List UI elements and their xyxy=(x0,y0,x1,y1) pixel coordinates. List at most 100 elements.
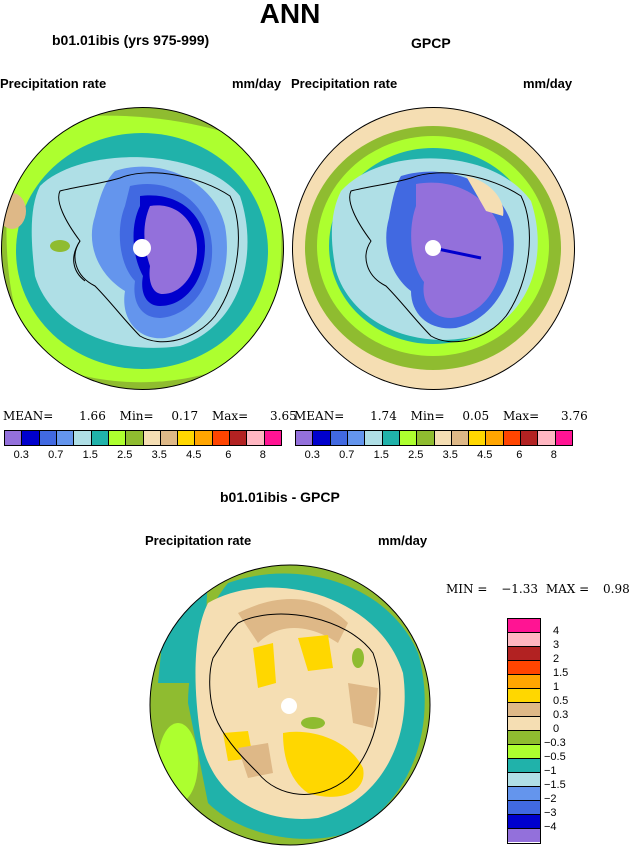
diff-title: b01.01ibis - GPCP xyxy=(220,489,340,505)
diff-colorbar-label: 1.5 xyxy=(553,667,569,679)
left-colorbar-swatch xyxy=(126,431,144,445)
right-stats: MEAN= 1.74 Min= 0.05 Max= 3.76 xyxy=(294,409,588,423)
left-colorbar-ticks: 0.3 0.7 1.5 2.5 3.5 4.5 6 8 xyxy=(4,449,280,463)
right-colorbar-tick-label: 8 xyxy=(550,449,557,461)
diff-colorbar-label: −1 xyxy=(544,765,557,777)
left-max-label: Max= xyxy=(211,409,249,423)
right-units: mm/day xyxy=(523,76,573,91)
right-colorbar-swatch xyxy=(503,431,522,445)
left-colorbar-swatch xyxy=(108,431,127,445)
diff-colorbar-label: −3 xyxy=(544,807,557,819)
right-colorbar-swatch xyxy=(434,431,452,445)
right-colorbar-tick-label: 1.5 xyxy=(373,449,389,461)
right-mean-label: MEAN= xyxy=(294,409,345,423)
diff-colorbar-label: −0.3 xyxy=(544,737,566,749)
diff-colorbar-swatch xyxy=(508,731,540,745)
right-colorbar-tick-label: 0.7 xyxy=(339,449,355,461)
left-colorbar-swatch xyxy=(91,431,109,445)
right-case-title: GPCP xyxy=(411,35,451,51)
right-max-label: Max= xyxy=(502,409,540,423)
left-units: mm/day xyxy=(232,76,282,91)
left-colorbar xyxy=(4,430,282,446)
diff-colorbar-label: 3 xyxy=(553,639,560,651)
diff-colorbar-label: −4 xyxy=(544,821,557,833)
diff-colorbar-swatch xyxy=(508,717,540,731)
right-colorbar-swatch xyxy=(347,431,366,445)
page-title: ANN xyxy=(259,0,321,29)
diff-max-label: MAX = xyxy=(545,582,590,596)
right-colorbar-swatch xyxy=(382,431,400,445)
diff-var-label: Precipitation rate xyxy=(145,533,252,548)
right-colorbar-tick-label: 2.5 xyxy=(408,449,424,461)
right-polar-map xyxy=(292,107,575,390)
left-colorbar-tick-label: 3.5 xyxy=(151,449,167,461)
left-colorbar-swatch xyxy=(143,431,161,445)
left-colorbar-tick-label: 8 xyxy=(259,449,266,461)
diff-max-value: 0.98 xyxy=(603,582,630,596)
left-var-label: Precipitation rate xyxy=(0,76,107,91)
diff-colorbar-label: −0.5 xyxy=(544,751,566,763)
diff-polar-map xyxy=(149,564,431,846)
left-mean-value: 1.66 xyxy=(79,409,106,423)
right-colorbar-swatch xyxy=(296,431,314,445)
diff-colorbar-label: 0 xyxy=(553,723,560,735)
right-colorbar-swatch xyxy=(538,431,556,445)
left-mean-label: MEAN= xyxy=(3,409,54,423)
right-colorbar-swatch xyxy=(365,431,383,445)
diff-colorbar-swatch xyxy=(508,773,540,787)
left-colorbar-swatch xyxy=(178,431,196,445)
diff-colorbar-swatch xyxy=(508,689,540,703)
right-colorbar xyxy=(295,430,573,446)
diff-units: mm/day xyxy=(378,533,428,548)
left-colorbar-swatch xyxy=(39,431,57,445)
diff-colorbar-label: 0.5 xyxy=(553,695,569,707)
diff-colorbar-swatch xyxy=(508,675,540,689)
left-case-title: b01.01ibis (yrs 975-999) xyxy=(52,32,210,48)
left-min-value: 0.17 xyxy=(171,409,199,423)
right-colorbar-tick-label: 6 xyxy=(516,449,523,461)
right-max-value: 3.76 xyxy=(561,409,588,423)
right-colorbar-ticks: 0.3 0.7 1.5 2.5 3.5 4.5 6 8 xyxy=(295,449,571,463)
left-colorbar-swatch xyxy=(74,431,92,445)
diff-colorbar-swatch xyxy=(508,759,540,773)
right-colorbar-swatch xyxy=(555,431,572,445)
left-colorbar-swatch xyxy=(264,431,281,445)
left-min-label: Min= xyxy=(119,409,154,423)
diff-colorbar-swatch xyxy=(508,619,540,633)
diff-colorbar-swatch xyxy=(508,815,540,829)
left-colorbar-tick-label: 0.3 xyxy=(13,449,29,461)
left-colorbar-tick-label: 6 xyxy=(225,449,232,461)
right-colorbar-swatch xyxy=(469,431,487,445)
right-min-value: 0.05 xyxy=(462,409,490,423)
left-colorbar-swatch xyxy=(212,431,231,445)
diff-colorbar-label: 2 xyxy=(553,653,560,665)
left-polar-map xyxy=(1,107,284,390)
diff-min-value: −1.33 xyxy=(501,582,539,596)
left-colorbar-tick-label: 0.7 xyxy=(48,449,64,461)
diff-colorbar-labels: 4 3 2 1.5 1 0.5 0.3 0 −0.3 −0.5 −1 −1.5 −2 −3 −4 xyxy=(544,618,604,842)
diff-colorbar-swatch xyxy=(508,801,540,815)
right-colorbar-tick-label: 4.5 xyxy=(477,449,493,461)
diff-colorbar-label: −2 xyxy=(544,793,557,805)
right-colorbar-swatch xyxy=(451,431,470,445)
left-colorbar-swatch xyxy=(230,431,248,445)
left-colorbar-swatch xyxy=(160,431,179,445)
right-mean-value: 1.74 xyxy=(370,409,397,423)
diff-colorbar xyxy=(507,618,541,844)
diff-stats: MIN = −1.33 MAX = 0.98 xyxy=(446,582,630,596)
right-min-label: Min= xyxy=(410,409,445,423)
diff-colorbar-swatch xyxy=(508,829,540,842)
diff-colorbar-label: 0.3 xyxy=(553,709,569,721)
diff-colorbar-swatch xyxy=(508,661,540,675)
right-colorbar-swatch xyxy=(399,431,418,445)
diff-colorbar-swatch xyxy=(508,703,540,717)
left-colorbar-tick-label: 4.5 xyxy=(186,449,202,461)
left-colorbar-tick-label: 2.5 xyxy=(117,449,133,461)
diff-colorbar-label: 1 xyxy=(553,681,560,693)
left-max-value: 3.65 xyxy=(270,409,297,423)
left-colorbar-swatch xyxy=(195,431,213,445)
left-colorbar-swatch xyxy=(247,431,265,445)
left-colorbar-swatch xyxy=(5,431,23,445)
diff-colorbar-swatch xyxy=(508,633,540,647)
diff-colorbar-swatch xyxy=(508,745,540,759)
